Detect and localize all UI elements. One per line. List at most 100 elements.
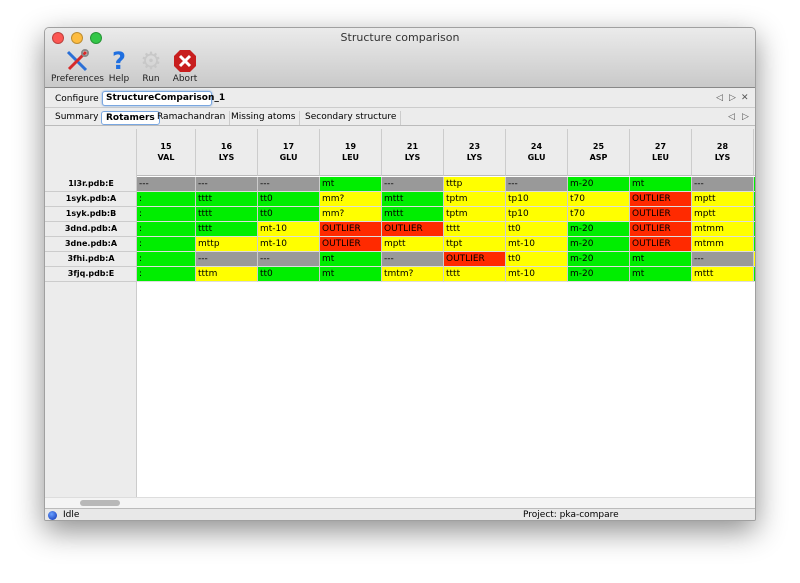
rotamer-cell[interactable]: : <box>137 252 196 267</box>
rotamer-cell[interactable]: tt0 <box>258 192 320 207</box>
rotamer-cell[interactable]: tttt <box>444 267 506 282</box>
rotamer-cell-partial[interactable] <box>754 267 755 282</box>
rotamer-cell[interactable]: tttp <box>444 177 506 192</box>
rotamer-cell[interactable]: tp10 <box>506 192 568 207</box>
column-header[interactable]: 16 LYS <box>196 129 258 176</box>
rotamer-cell[interactable]: OUTLIER <box>320 222 382 237</box>
next-arrow-icon[interactable]: ▷ <box>729 93 736 103</box>
tab-secondary-structure[interactable]: Secondary structure <box>301 111 402 125</box>
row-header[interactable]: 3fhi.pdb:A <box>45 252 137 267</box>
rotamer-cell[interactable]: tt0 <box>258 207 320 222</box>
row-header[interactable]: 3dne.pdb:A <box>45 237 137 252</box>
rotamer-cell[interactable]: tttt <box>196 207 258 222</box>
column-header-partial[interactable] <box>754 129 755 176</box>
column-header[interactable]: 19 LEU <box>320 129 382 176</box>
column-header[interactable]: 17 GLU <box>258 129 320 176</box>
rotamer-cell[interactable]: mt <box>630 252 692 267</box>
rotamer-cell[interactable]: m-20 <box>568 252 630 267</box>
rotamer-cell[interactable]: tptm <box>444 192 506 207</box>
rotamer-cell[interactable]: t70 <box>568 207 630 222</box>
rotamer-cell-partial[interactable] <box>754 177 755 192</box>
rotamer-cell[interactable]: mptt <box>692 207 754 222</box>
row-header[interactable]: 3dnd.pdb:A <box>45 222 137 237</box>
rotamer-cell[interactable]: OUTLIER <box>630 192 692 207</box>
scrollbar-thumb[interactable] <box>80 500 120 506</box>
rotamer-cell[interactable]: --- <box>258 252 320 267</box>
rotamer-cell[interactable]: --- <box>258 177 320 192</box>
rotamer-cell[interactable]: mt <box>320 177 382 192</box>
abort-button[interactable]: Abort <box>169 48 201 84</box>
rotamer-cell-partial[interactable] <box>754 237 755 252</box>
rotamer-cell[interactable]: mt <box>320 252 382 267</box>
rotamer-cell[interactable]: mttt <box>382 192 444 207</box>
preferences-button[interactable]: Preferences <box>51 48 104 84</box>
rotamer-cell[interactable]: --- <box>506 177 568 192</box>
rotamer-cell[interactable]: tp10 <box>506 207 568 222</box>
rotamer-cell[interactable]: : <box>137 207 196 222</box>
rotamer-cell[interactable]: tptm <box>444 207 506 222</box>
rotamer-cell[interactable]: ttpt <box>444 237 506 252</box>
rotamer-cell[interactable]: --- <box>692 177 754 192</box>
tab-summary[interactable]: Summary <box>55 112 99 122</box>
rotamer-cell[interactable]: OUTLIER <box>444 252 506 267</box>
rotamer-cell[interactable]: : <box>137 222 196 237</box>
column-header[interactable]: 27 LEU <box>630 129 692 176</box>
rotamer-cell[interactable]: mttt <box>382 207 444 222</box>
rotamer-cell[interactable]: tttm <box>196 267 258 282</box>
rotamer-cell[interactable]: mt-10 <box>506 267 568 282</box>
rotamer-cell[interactable]: t70 <box>568 192 630 207</box>
rotamer-cell[interactable]: : <box>137 192 196 207</box>
tab-ramachandran[interactable]: Ramachandran <box>153 111 231 125</box>
rotamer-cell[interactable]: mtmm <box>692 237 754 252</box>
rotamer-cell[interactable]: --- <box>382 177 444 192</box>
rotamer-cell[interactable]: mptt <box>692 192 754 207</box>
column-header[interactable]: 15 VAL <box>137 129 196 176</box>
rotamer-cell[interactable]: mm? <box>320 207 382 222</box>
row-header[interactable]: 1l3r.pdb:E <box>45 177 137 192</box>
horizontal-scrollbar[interactable] <box>45 497 755 508</box>
tabs-prev-arrow-icon[interactable]: ◁ <box>728 112 735 122</box>
column-header[interactable]: 28 LYS <box>692 129 754 176</box>
rotamer-cell[interactable]: OUTLIER <box>630 222 692 237</box>
rotamer-cell-partial[interactable] <box>754 252 755 267</box>
rotamer-cell[interactable]: mtmm <box>692 222 754 237</box>
rotamer-cell[interactable]: mt <box>630 177 692 192</box>
column-header[interactable]: 24 GLU <box>506 129 568 176</box>
configure-name-tab[interactable]: StructureComparison_1 <box>102 91 225 106</box>
run-button[interactable]: ⚙ Run <box>137 47 165 84</box>
rotamer-cell[interactable]: mttt <box>692 267 754 282</box>
rotamer-cell[interactable]: tt0 <box>506 222 568 237</box>
rotamer-cell[interactable]: OUTLIER <box>630 237 692 252</box>
rotamer-cell[interactable]: tt0 <box>258 267 320 282</box>
rotamer-cell[interactable]: mt <box>630 267 692 282</box>
tabs-next-arrow-icon[interactable]: ▷ <box>742 112 749 122</box>
rotamer-cell[interactable]: mptt <box>382 237 444 252</box>
rotamer-cell[interactable]: --- <box>137 177 196 192</box>
zoom-window-button[interactable] <box>90 32 102 44</box>
row-header[interactable]: 1syk.pdb:B <box>45 207 137 222</box>
tab-rotamers[interactable]: Rotamers <box>101 111 160 125</box>
close-window-button[interactable] <box>52 32 64 44</box>
prev-arrow-icon[interactable]: ◁ <box>716 93 723 103</box>
rotamer-cell[interactable]: m-20 <box>568 267 630 282</box>
rotamer-cell[interactable]: mt-10 <box>506 237 568 252</box>
rotamer-cell[interactable]: m-20 <box>568 222 630 237</box>
row-header[interactable]: 3fjq.pdb:E <box>45 267 137 282</box>
help-button[interactable]: ? Help <box>105 47 133 84</box>
rotamer-cell[interactable]: --- <box>382 252 444 267</box>
rotamer-cell[interactable]: tt0 <box>506 252 568 267</box>
rotamer-cell[interactable]: tmtm? <box>382 267 444 282</box>
rotamer-cell[interactable]: m-20 <box>568 237 630 252</box>
rotamer-cell[interactable]: : <box>137 267 196 282</box>
rotamer-cell-partial[interactable] <box>754 207 755 222</box>
rotamer-cell[interactable]: mttp <box>196 237 258 252</box>
rotamer-cell-partial[interactable] <box>754 222 755 237</box>
column-header[interactable]: 23 LYS <box>444 129 506 176</box>
rotamer-cell[interactable]: OUTLIER <box>382 222 444 237</box>
rotamer-cell[interactable]: mt <box>320 267 382 282</box>
minimize-window-button[interactable] <box>71 32 83 44</box>
rotamer-cell[interactable]: --- <box>196 177 258 192</box>
rotamer-cell[interactable]: mm? <box>320 192 382 207</box>
rotamer-cell[interactable]: m-20 <box>568 177 630 192</box>
rotamer-cell[interactable]: OUTLIER <box>320 237 382 252</box>
